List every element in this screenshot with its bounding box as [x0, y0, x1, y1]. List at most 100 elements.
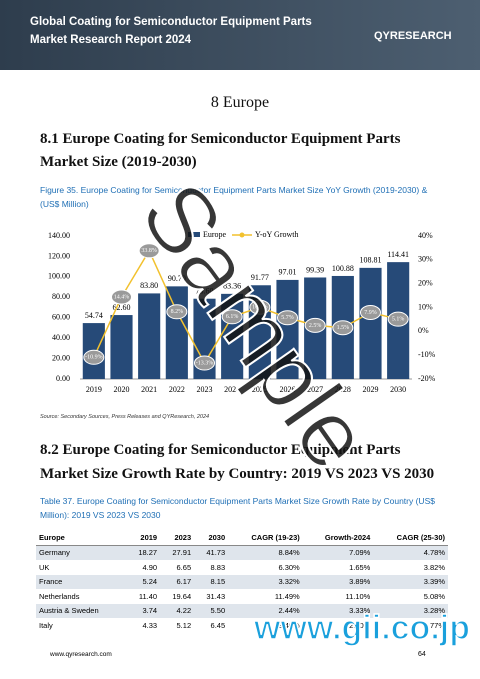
bar-label: 83.36 — [223, 282, 241, 291]
table-cell: 4.22 — [160, 603, 195, 618]
table-cell: 5.50 — [194, 603, 229, 618]
figure-caption: Figure 35. Europe Coating for Semiconduc… — [40, 185, 428, 209]
table-cell: CAGR (25-30) — [373, 530, 448, 546]
growth-label: 33.8% — [141, 248, 157, 254]
table-cell: France — [36, 574, 127, 589]
growth-label: 14.4% — [114, 294, 130, 300]
table-cell: 11.40 — [138, 591, 158, 601]
x-tick-label: 2028 — [335, 385, 351, 394]
bar — [110, 315, 133, 379]
growth-marker — [304, 317, 326, 333]
y2-tick-label: 10% — [418, 302, 433, 311]
figure-source: Source: Secondary Sources, Press Release… — [40, 414, 210, 420]
table-cell: 1.65% — [349, 562, 371, 572]
growth-marker — [194, 355, 215, 371]
y-tick-label: 40.00 — [52, 333, 70, 342]
growth-marker — [221, 309, 243, 325]
table-cell: 2.44% — [228, 603, 303, 618]
growth-label: 5.1% — [392, 317, 405, 323]
table-cell: CAGR (19-23) — [228, 530, 303, 546]
bar-label: 114.41 — [387, 250, 409, 259]
y-tick-label: 60.00 — [52, 313, 70, 322]
table-cell: 3.74 — [126, 603, 161, 618]
table-cell: 2.77% — [423, 620, 445, 630]
legend-label: Y-oY Growth — [255, 230, 298, 239]
table-cell: 6.65 — [176, 562, 192, 572]
bar-label: 100.88 — [332, 264, 354, 273]
table-row: Austria & Sweden 3.74 4.22 5.50 2.44% 3.33% 3.… — [36, 603, 448, 618]
y2-tick-label: -10% — [418, 350, 436, 359]
table-cell: 8.84% — [228, 545, 303, 560]
y2-tick-label: 20% — [418, 278, 433, 287]
table-cell: 18.27 — [126, 545, 161, 560]
legend-swatch — [188, 232, 200, 237]
subsection-title: 8.1 Europe Coating for Semiconductor Equ… — [40, 131, 401, 170]
x-tick-label: 2019 — [86, 385, 102, 394]
growth-marker — [387, 311, 409, 327]
growth-label: 2.5% — [309, 323, 322, 329]
table-cell: 2030 — [194, 530, 229, 546]
table-cell: UK — [39, 562, 50, 572]
bar-label: 90.70 — [168, 274, 186, 283]
table-cell: Germany — [36, 545, 127, 560]
table-cell: 5.12 — [176, 620, 192, 630]
y-tick-label: 140.00 — [48, 231, 70, 240]
x-tick-label: 2029 — [363, 385, 379, 394]
x-tick-label: 2023 — [197, 385, 213, 394]
x-tick-label: 2024 — [224, 385, 240, 394]
x-tick-label: 2020 — [114, 385, 130, 394]
y-tick-label: 80.00 — [52, 292, 70, 301]
bar-label: 54.74 — [85, 311, 103, 320]
table-row: Italy 4.33 5.12 6.45 3.40% 2.50% 2.77% — [36, 618, 448, 633]
y2-tick-label: 40% — [418, 231, 433, 240]
table-cell: 8.83 — [210, 562, 226, 572]
bar-label: 97.01 — [279, 268, 297, 277]
table-cell: 7.09% — [302, 545, 374, 560]
growth-marker — [249, 299, 271, 315]
table-cell: 11.10% — [345, 591, 371, 601]
bar-label: 62.60 — [113, 303, 131, 312]
table-cell: Italy — [39, 620, 53, 630]
bar-label: 99.39 — [306, 265, 324, 274]
table-cell: 4.78% — [373, 545, 448, 560]
table-cell: 3.39% — [373, 574, 448, 589]
y2-tick-label: 30% — [418, 255, 433, 264]
table-row: Netherlands 11.40 19.64 31.43 11.49% 11.10% 5.… — [36, 589, 448, 604]
x-tick-label: 2030 — [390, 385, 406, 394]
y-tick-label: 0.00 — [56, 374, 70, 383]
table-row: UK 4.90 6.65 8.83 6.30% 1.65% 3.82% — [36, 560, 448, 575]
growth-label: 1.5% — [337, 325, 350, 331]
footer-url: www.qyresearch.com — [50, 651, 112, 658]
x-tick-label: 2025 — [252, 385, 268, 394]
x-tick-label: 2022 — [169, 385, 185, 394]
header-title: Global Coating for Semiconductor Equipme… — [30, 16, 312, 46]
table-cell: 4.90 — [142, 562, 158, 572]
growth-marker — [111, 289, 132, 305]
table-cell: 41.73 — [194, 545, 229, 560]
table: Europe 2019 2023 2030 CAGR (19-23) Growth-202… — [36, 530, 448, 633]
watermark: www.gii.co.jp — [253, 609, 470, 647]
table-cell: Austria & Sweden — [36, 603, 127, 618]
table-row: Europe 2019 2023 2030 CAGR (19-23) Growth-202… — [36, 530, 448, 546]
table-cell: Growth-2024 — [302, 530, 374, 546]
subsection-title: 8.2 Europe Coating for Semiconductor Equ… — [40, 442, 435, 482]
table-cell: Netherlands — [39, 591, 80, 601]
table-cell: 3.40% — [278, 620, 300, 630]
growth-marker — [360, 305, 381, 321]
bar-label: 108.81 — [360, 256, 382, 265]
bar — [359, 267, 382, 379]
table-caption: Table 37. Europe Coating for Semiconduct… — [40, 496, 435, 520]
table-cell: 19.64 — [172, 591, 192, 601]
growth-marker — [138, 243, 160, 259]
table-cell: 3.89% — [302, 574, 374, 589]
table-row: France 5.24 6.17 8.15 3.32% 3.89% 3.39% — [36, 574, 448, 589]
growth-label: 8.2% — [171, 309, 184, 315]
table-cell: Europe — [36, 530, 127, 546]
x-tick-label: 2026 — [280, 385, 296, 394]
table-cell: 5.08% — [423, 591, 445, 601]
growth-label: 6.1% — [226, 314, 239, 320]
bar-label: 83.80 — [140, 281, 158, 290]
logo: QYRESEARCH — [374, 30, 452, 42]
bar-label: 78.60 — [196, 287, 214, 296]
